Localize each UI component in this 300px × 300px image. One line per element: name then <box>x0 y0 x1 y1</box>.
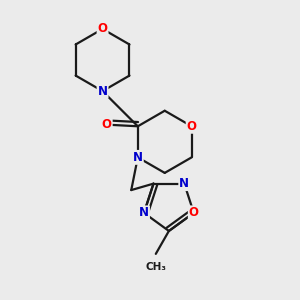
Text: CH₃: CH₃ <box>145 262 166 272</box>
Text: N: N <box>133 151 143 164</box>
Text: N: N <box>98 85 108 98</box>
Text: N: N <box>179 177 189 190</box>
Text: O: O <box>187 120 196 133</box>
Text: O: O <box>102 118 112 131</box>
Text: O: O <box>98 22 108 35</box>
Text: O: O <box>189 206 199 219</box>
Text: N: N <box>139 206 149 219</box>
